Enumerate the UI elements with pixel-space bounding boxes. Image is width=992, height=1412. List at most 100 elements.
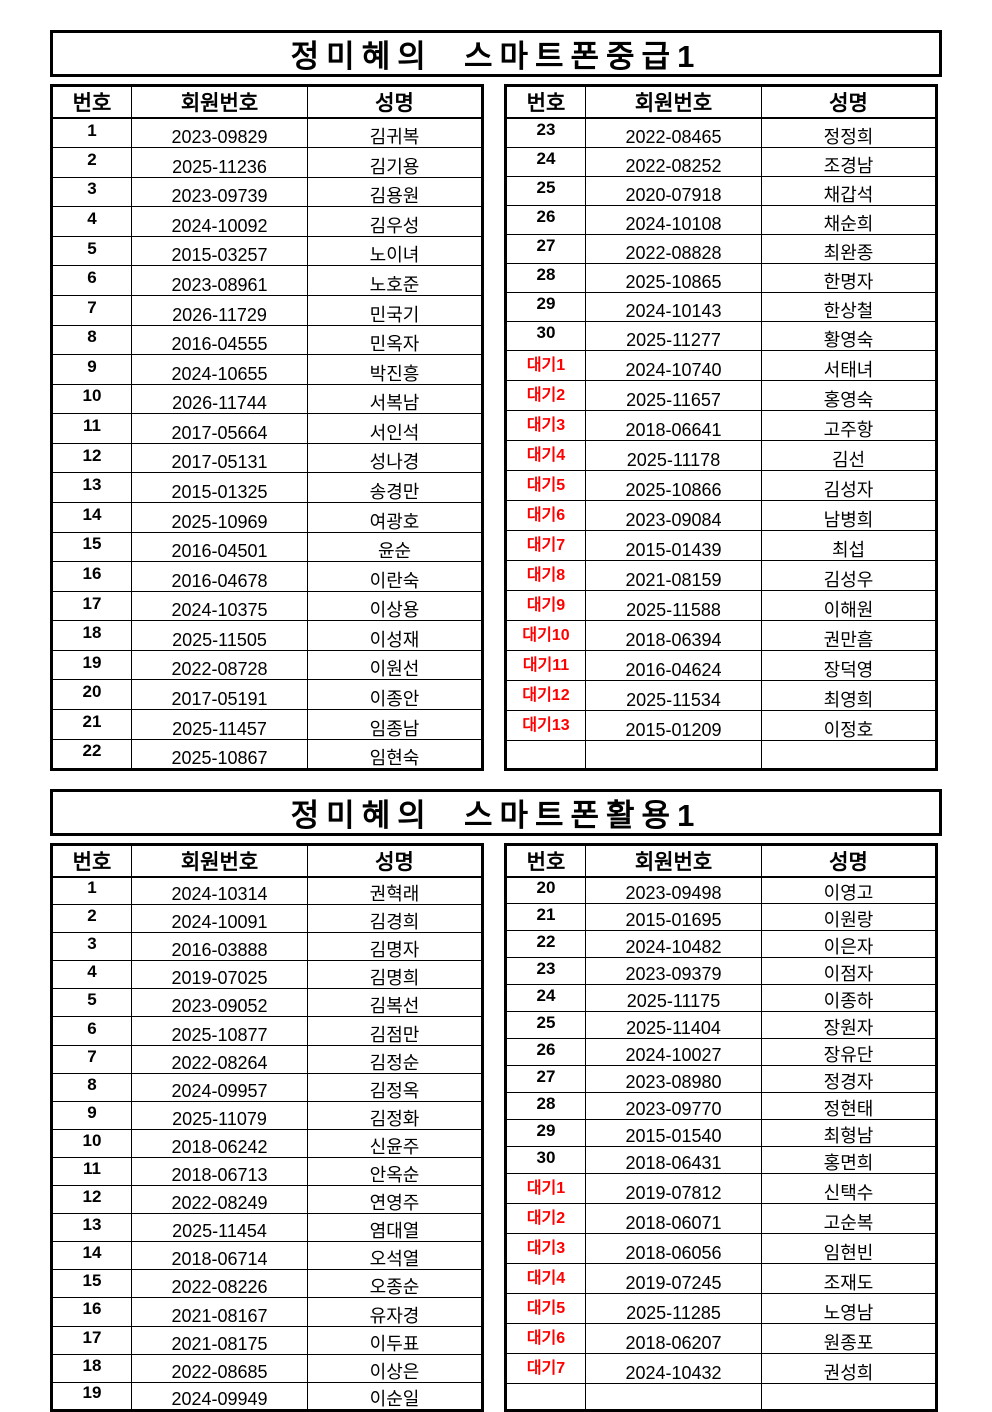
member-name: 김명자 (308, 933, 483, 961)
member-name: 고순복 (762, 1204, 937, 1234)
row-number: 24 (506, 985, 586, 1012)
member-name: 서태녀 (762, 350, 937, 380)
member-id: 2022-08226 (132, 1270, 308, 1298)
member-name: 최영희 (762, 680, 937, 710)
member-id: 2025-11657 (586, 380, 762, 410)
row-number: 5 (52, 236, 132, 266)
row-number: 27 (506, 234, 586, 263)
member-name: 황영숙 (762, 321, 937, 350)
row-number: 12 (52, 443, 132, 473)
row-number: 7 (52, 295, 132, 325)
member-name: 임종남 (308, 710, 483, 740)
row-number: 23 (506, 958, 586, 985)
row-number: 28 (506, 263, 586, 292)
col-header-member-id: 회원번호 (132, 844, 308, 877)
row-number: 대기7 (506, 1354, 586, 1384)
member-name: 조경남 (762, 147, 937, 176)
row-number: 16 (52, 1298, 132, 1326)
member-id: 2022-08252 (586, 147, 762, 176)
member-id: 2025-11285 (586, 1294, 762, 1324)
table-row (506, 1384, 937, 1411)
member-name: 여광호 (308, 503, 483, 533)
member-id: 2024-10143 (586, 292, 762, 321)
row-number: 26 (506, 1039, 586, 1066)
row-number: 대기9 (506, 590, 586, 620)
member-name: 윤순 (308, 532, 483, 562)
member-id: 2018-06713 (132, 1157, 308, 1185)
row-number: 6 (52, 1017, 132, 1045)
member-name: 김선 (762, 440, 937, 470)
member-id: 2015-01325 (132, 473, 308, 503)
member-id: 2019-07245 (586, 1264, 762, 1294)
member-name: 최형남 (762, 1120, 937, 1147)
member-name: 김점만 (308, 1017, 483, 1045)
member-id: 2017-05664 (132, 414, 308, 444)
member-name: 송경만 (308, 473, 483, 503)
row-number: 11 (52, 414, 132, 444)
member-name: 정경자 (762, 1066, 937, 1093)
member-id: 2025-11454 (132, 1214, 308, 1242)
member-name: 권만흠 (762, 620, 937, 650)
row-number: 25 (506, 1012, 586, 1039)
member-id: 2024-10375 (132, 591, 308, 621)
member-id: 2025-10866 (586, 470, 762, 500)
member-id: 2020-07918 (586, 176, 762, 205)
member-id: 2018-06714 (132, 1242, 308, 1270)
row-number: 20 (506, 877, 586, 904)
member-id: 2018-06394 (586, 620, 762, 650)
member-id: 2024-10740 (586, 350, 762, 380)
member-name: 민국기 (308, 295, 483, 325)
row-number: 8 (52, 1073, 132, 1101)
member-id: 2023-09829 (132, 118, 308, 148)
member-name: 이종안 (308, 680, 483, 710)
member-name: 노영남 (762, 1294, 937, 1324)
row-number: 대기5 (506, 1294, 586, 1324)
row-number: 29 (506, 292, 586, 321)
member-name: 김귀복 (308, 118, 483, 148)
row-number: 1 (52, 118, 132, 148)
col-header-name: 성명 (308, 86, 483, 119)
member-id: 2021-08175 (132, 1326, 308, 1354)
member-name: 신택수 (762, 1174, 937, 1204)
row-number: 15 (52, 532, 132, 562)
member-id: 2016-04624 (586, 650, 762, 680)
member-name: 홍면희 (762, 1147, 937, 1174)
member-id: 2025-11079 (132, 1101, 308, 1129)
member-name: 이종하 (762, 985, 937, 1012)
row-number: 대기2 (506, 1204, 586, 1234)
member-id: 2017-05191 (132, 680, 308, 710)
member-name: 서인석 (308, 414, 483, 444)
row-number: 대기4 (506, 440, 586, 470)
member-name: 이란숙 (308, 562, 483, 592)
member-id: 2019-07812 (586, 1174, 762, 1204)
row-number: 5 (52, 989, 132, 1017)
row-number: 대기2 (506, 380, 586, 410)
member-id: 2026-11744 (132, 384, 308, 414)
member-name: 이성재 (308, 621, 483, 651)
member-name: 안옥순 (308, 1157, 483, 1185)
member-name: 김경희 (308, 905, 483, 933)
